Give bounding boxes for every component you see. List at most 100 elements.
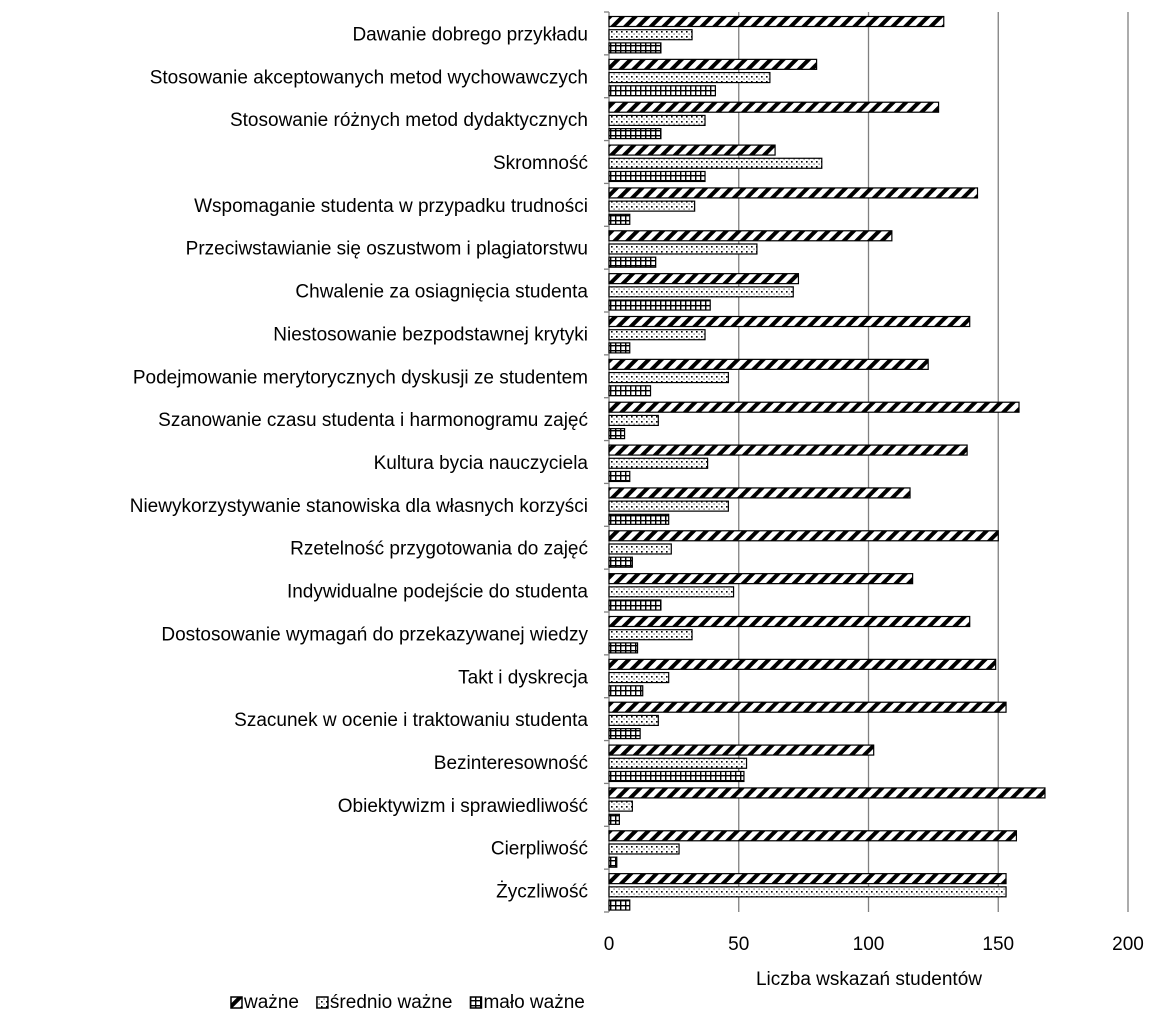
bar-grid-3 xyxy=(608,170,706,183)
bar-dots-6 xyxy=(608,286,794,298)
x-tick-label-100: 100 xyxy=(853,934,885,955)
x-tick-labels: 0 50 100 150 200 xyxy=(604,934,1144,955)
bar-diagonal-17 xyxy=(608,744,875,756)
bar-diagonal-12 xyxy=(608,530,999,542)
x-axis-title: Liczba wskazań studentów xyxy=(756,969,982,990)
category-label: Życzliwość xyxy=(496,882,588,903)
bar-dots-18 xyxy=(608,800,633,812)
category-label: Dawanie dobrego przykładu xyxy=(352,24,588,45)
bar-grid-12 xyxy=(608,556,633,568)
bar-dots-9 xyxy=(608,414,659,427)
bar-diagonal-19 xyxy=(608,830,1018,842)
x-tick-label-50: 50 xyxy=(728,934,749,955)
bar-dots-19 xyxy=(608,843,680,855)
bar-dots-14 xyxy=(608,629,693,641)
bar-diagonal-6 xyxy=(608,273,800,285)
x-tick-label-200: 200 xyxy=(1112,934,1144,955)
bar-diagonal-18 xyxy=(608,787,1046,799)
bar-dots-8 xyxy=(608,371,729,384)
bar-grid-10 xyxy=(608,470,631,483)
bar-diagonal-9 xyxy=(608,401,1020,413)
legend-swatch-dots xyxy=(316,996,329,1009)
bar-dots-17 xyxy=(608,757,748,769)
bars xyxy=(608,15,1046,911)
bar-dots-20 xyxy=(608,886,1007,898)
bar-diagonal-1 xyxy=(608,58,818,70)
bar-grid-20 xyxy=(608,899,631,911)
bar-diagonal-16 xyxy=(608,701,1007,713)
bar-diagonal-8 xyxy=(608,358,929,370)
bar-dots-5 xyxy=(608,243,758,255)
bar-diagonal-10 xyxy=(608,444,968,456)
category-label: Takt i dyskrecja xyxy=(458,667,588,688)
bar-grid-8 xyxy=(608,385,652,397)
bar-diagonal-4 xyxy=(608,187,979,199)
bar-dots-13 xyxy=(608,586,735,598)
bar-diagonal-7 xyxy=(608,315,971,328)
bar-dots-4 xyxy=(608,200,696,212)
bar-diagonal-13 xyxy=(608,573,914,585)
bar-diagonal-2 xyxy=(608,101,940,113)
bar-grid-0 xyxy=(608,42,662,54)
bar-diagonal-20 xyxy=(608,873,1007,885)
category-label: Podejmowanie merytorycznych dyskusji ze … xyxy=(133,367,588,388)
category-label: Skromność xyxy=(493,153,588,174)
category-label: Niestosowanie bezpodstawnej krytyki xyxy=(273,324,588,345)
bar-grid-5 xyxy=(608,256,657,268)
bar-diagonal-14 xyxy=(608,615,971,628)
bar-dots-16 xyxy=(608,714,659,727)
bar-dots-2 xyxy=(608,114,706,127)
category-label: Stosowanie różnych metod dydaktycznych xyxy=(230,110,588,131)
category-label: Rzetelność przygotowania do zajęć xyxy=(290,539,588,560)
bar-diagonal-15 xyxy=(608,658,997,670)
bar-diagonal-0 xyxy=(608,15,945,28)
category-label: Obiektywizm i sprawiedliwość xyxy=(338,796,588,817)
bar-grid-17 xyxy=(608,770,745,783)
bar-dots-1 xyxy=(608,71,771,84)
legend: ważne średnio ważne mało ważne xyxy=(230,992,585,1013)
category-label: Przeciwstawianie się oszustwom i plagiat… xyxy=(186,239,588,260)
legend-swatch-diagonal xyxy=(230,996,243,1009)
category-label: Bezinteresowność xyxy=(434,753,588,774)
bar-dots-11 xyxy=(608,500,729,512)
x-tick-label-150: 150 xyxy=(982,934,1014,955)
x-tick-label-0: 0 xyxy=(604,934,615,955)
category-label: Szanowanie czasu studenta i harmonogramu… xyxy=(158,410,588,431)
category-label: Niewykorzystywanie stanowiska dla własny… xyxy=(130,496,588,517)
bar-grid-13 xyxy=(608,599,662,611)
bar-dots-12 xyxy=(608,543,672,555)
bar-grid-1 xyxy=(608,85,716,97)
bar-grid-7 xyxy=(608,342,631,354)
bar-grid-4 xyxy=(608,213,631,225)
bar-diagonal-3 xyxy=(608,144,776,156)
bar-diagonal-5 xyxy=(608,230,893,242)
bar-grid-9 xyxy=(608,428,626,440)
bar-dots-0 xyxy=(608,29,693,41)
bar-grid-15 xyxy=(608,685,644,697)
category-labels: Dawanie dobrego przykładu Stosowanie akce… xyxy=(130,24,589,902)
legend-label-dots: średnio ważne xyxy=(330,992,453,1013)
bar-dots-15 xyxy=(608,671,670,684)
category-label: Cierpliwość xyxy=(491,839,588,860)
bar-dots-7 xyxy=(608,329,706,341)
bar-dots-10 xyxy=(608,457,709,469)
bar-grid-11 xyxy=(608,513,670,525)
bar-grid-16 xyxy=(608,728,641,740)
bar-diagonal-11 xyxy=(608,487,911,499)
bar-grid-19 xyxy=(608,856,618,868)
category-label: Wspomaganie studenta w przypadku trudnoś… xyxy=(194,196,588,217)
bar-grid-18 xyxy=(608,813,620,825)
category-label: Indywidualne podejście do studenta xyxy=(287,582,588,603)
bar-grid-6 xyxy=(608,299,711,311)
legend-label-grid: mało ważne xyxy=(483,992,584,1013)
bar-grid-14 xyxy=(608,642,639,654)
bar-dots-3 xyxy=(608,157,823,169)
category-label: Kultura bycia nauczyciela xyxy=(374,453,589,474)
category-label: Szacunek w ocenie i traktowaniu studenta xyxy=(234,710,588,731)
legend-label-diagonal: ważne xyxy=(243,992,299,1013)
bar-grid-2 xyxy=(608,128,662,140)
category-label: Chwalenie za osiagnięcia studenta xyxy=(295,282,588,303)
legend-swatch-grid xyxy=(469,996,483,1009)
category-label: Stosowanie akceptowanych metod wychowawc… xyxy=(150,67,588,88)
